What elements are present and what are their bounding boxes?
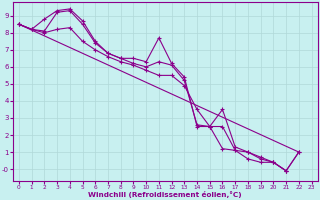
X-axis label: Windchill (Refroidissement éolien,°C): Windchill (Refroidissement éolien,°C) (88, 191, 242, 198)
